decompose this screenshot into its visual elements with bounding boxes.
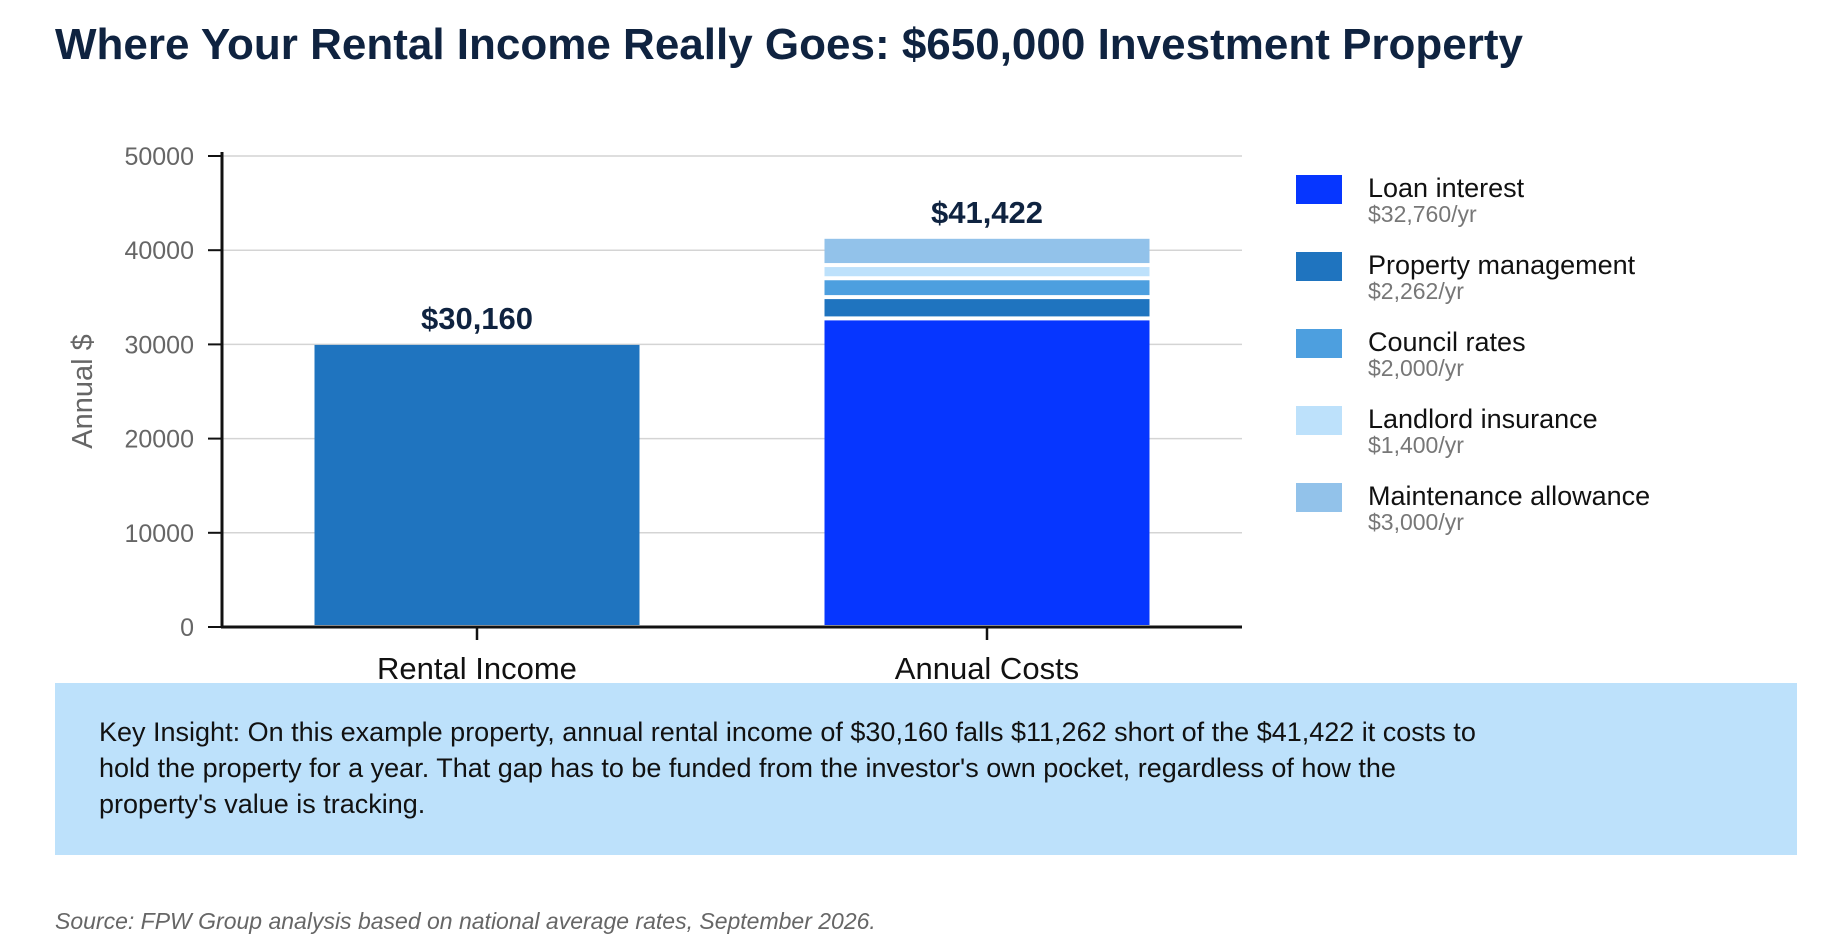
chart-title: Where Your Rental Income Really Goes: $6… (55, 20, 1524, 69)
legend-swatch (1296, 252, 1342, 281)
y-tick-label: 20000 (124, 426, 194, 454)
labels: 0 10000 20000 30000 40000 50000 Annual $ $30,16… (67, 143, 1079, 686)
y-tick-label: 0 (180, 614, 194, 642)
legend-entry-amount: $2,000/yr (1368, 355, 1464, 381)
legend: Loan interest$32,760/yr Property manageme… (1296, 173, 1650, 535)
legend-entry-name: Loan interest (1368, 173, 1525, 203)
bar-segment-property-management (824, 299, 1150, 317)
legend-entry-name: Maintenance allowance (1368, 481, 1650, 511)
y-tick-label: 10000 (124, 520, 194, 548)
stacked-bar-chart: 0 10000 20000 30000 40000 50000 Annual $ $30,16… (67, 143, 1650, 686)
y-axis-title: Annual $ (67, 334, 99, 449)
legend-swatch (1296, 406, 1342, 435)
key-insight-box: Key Insight: On this example property, a… (55, 683, 1797, 855)
legend-entry-amount: $32,760/yr (1368, 201, 1477, 227)
bar-total-label: $41,422 (931, 195, 1043, 230)
legend-entry-amount: $3,000/yr (1368, 509, 1464, 535)
x-category-label: Annual Costs (895, 651, 1079, 686)
legend-entry-name: Council rates (1368, 327, 1526, 357)
bar-segment-council-rates (824, 280, 1150, 296)
bar-segment-landlord-insurance (824, 267, 1150, 277)
legend-swatch (1296, 483, 1342, 512)
bar-total-label: $30,160 (421, 301, 533, 336)
source-note: Source: FPW Group analysis based on nati… (55, 908, 876, 934)
bars (314, 238, 1150, 625)
legend-swatch (1296, 329, 1342, 358)
legend-entry-name: Property management (1368, 250, 1636, 280)
key-insight-text: Key Insight: On this example property, a… (99, 717, 1476, 819)
y-tick-label: 40000 (124, 237, 194, 265)
legend-swatch (1296, 175, 1342, 204)
y-tick-label: 30000 (124, 331, 194, 359)
y-tick-label: 50000 (124, 143, 194, 171)
x-category-label: Rental Income (377, 651, 577, 686)
axes (208, 152, 1242, 640)
legend-entry-amount: $2,262/yr (1368, 278, 1464, 304)
legend-entry-name: Landlord insurance (1368, 404, 1598, 434)
legend-entry-amount: $1,400/yr (1368, 432, 1464, 458)
bar-segment-rental-income (314, 344, 640, 625)
bar-segment-maintenance-allowance (824, 238, 1150, 264)
bar-segment-loan-interest (824, 320, 1150, 625)
